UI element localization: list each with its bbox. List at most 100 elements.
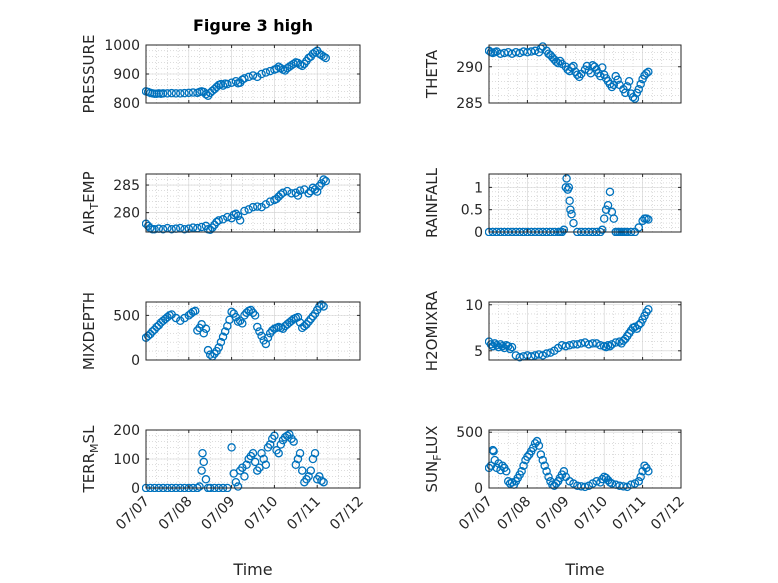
axes-background	[145, 301, 361, 361]
data-point	[634, 84, 644, 94]
data-point	[544, 472, 553, 482]
data-point	[180, 313, 189, 323]
data-point	[624, 77, 634, 86]
data-point	[315, 302, 324, 311]
data-point	[530, 46, 540, 56]
data-point	[259, 454, 268, 464]
y-tick-label: 900	[113, 67, 140, 83]
data-point	[306, 314, 316, 324]
y-axis-label: THETA	[423, 49, 441, 99]
data-point	[291, 460, 301, 470]
data-point	[231, 209, 241, 219]
data-point	[223, 79, 232, 89]
data-point	[184, 88, 194, 98]
data-point	[517, 467, 526, 476]
data-point	[197, 320, 206, 329]
series-markers	[142, 175, 331, 235]
data-point	[304, 472, 313, 481]
x-tick-label: 07/10	[571, 494, 611, 534]
data-point	[218, 332, 228, 342]
data-point	[278, 188, 288, 198]
data-point	[538, 455, 548, 465]
data-point	[158, 224, 168, 234]
data-point	[274, 448, 283, 458]
x-axis-label: Time	[564, 560, 604, 579]
data-point	[492, 341, 501, 350]
x-tick-label: 07/07	[456, 494, 496, 534]
data-point	[285, 62, 294, 72]
data-point	[523, 452, 532, 462]
data-point	[302, 320, 311, 329]
data-point	[293, 454, 303, 464]
data-point	[319, 52, 328, 61]
data-point	[489, 446, 498, 456]
data-point	[551, 57, 561, 66]
data-point	[158, 89, 168, 98]
data-point	[312, 187, 322, 196]
data-point	[507, 342, 517, 352]
data-point	[561, 341, 571, 351]
data-point	[297, 61, 307, 71]
data-point	[253, 72, 262, 82]
data-point	[272, 64, 281, 74]
data-point	[304, 317, 313, 326]
data-point	[308, 312, 318, 321]
data-point	[253, 202, 262, 211]
data-point	[562, 174, 571, 183]
data-point	[205, 350, 215, 359]
x-tick-label: 07/11	[610, 494, 650, 534]
data-point	[319, 302, 328, 311]
data-point	[235, 316, 245, 325]
y-axis-label: RAINFALL	[423, 167, 441, 238]
panel-air_temp: 280 285 AIRTEMP	[80, 171, 361, 235]
y-tick-label: 10	[465, 298, 483, 314]
data-point	[282, 186, 292, 196]
data-point	[644, 215, 653, 224]
data-point	[143, 331, 153, 341]
chart-title: Figure 3 high	[193, 16, 313, 35]
data-point	[227, 443, 236, 452]
data-point	[285, 430, 294, 439]
data-point	[188, 88, 198, 97]
x-tick-label: 07/07	[113, 494, 153, 534]
panel-sun_flux: 0 500 SUNFLUX 07/0707/0807/0907/1007/1107/1…	[423, 425, 688, 579]
data-point	[210, 349, 219, 359]
x-tick-label: 07/08	[494, 494, 534, 534]
y-tick-label: 1	[474, 180, 483, 196]
data-point	[150, 325, 159, 334]
data-point	[216, 337, 226, 347]
data-point	[605, 341, 615, 351]
data-point	[640, 461, 649, 470]
data-point	[240, 311, 249, 320]
data-point	[289, 437, 298, 446]
data-point	[163, 89, 172, 98]
x-tick-label: 07/11	[284, 494, 324, 534]
data-point	[250, 311, 260, 320]
data-point	[146, 329, 155, 339]
data-point	[573, 340, 582, 349]
data-point	[300, 321, 309, 331]
data-point	[542, 349, 551, 358]
data-point	[218, 81, 228, 90]
data-point	[515, 352, 524, 362]
data-point	[227, 307, 236, 317]
panel-pressure: 800 900 1000 PRESSURE Figure 3 high	[80, 16, 361, 113]
data-point	[317, 50, 326, 60]
series-markers	[485, 305, 653, 362]
data-point	[201, 324, 211, 334]
data-point	[588, 339, 597, 348]
data-point	[551, 479, 561, 488]
data-point	[609, 214, 619, 223]
panel-mixdepth: 0 500 MIXDEPTH	[80, 292, 361, 370]
data-point	[274, 62, 283, 72]
data-point	[634, 320, 644, 330]
data-point	[486, 340, 496, 349]
data-point	[276, 440, 286, 449]
data-point	[486, 461, 496, 470]
data-point	[596, 71, 605, 81]
data-point	[238, 319, 247, 328]
axes-background	[488, 429, 682, 489]
data-point	[287, 316, 296, 325]
data-point	[175, 89, 185, 98]
data-point	[235, 216, 245, 225]
